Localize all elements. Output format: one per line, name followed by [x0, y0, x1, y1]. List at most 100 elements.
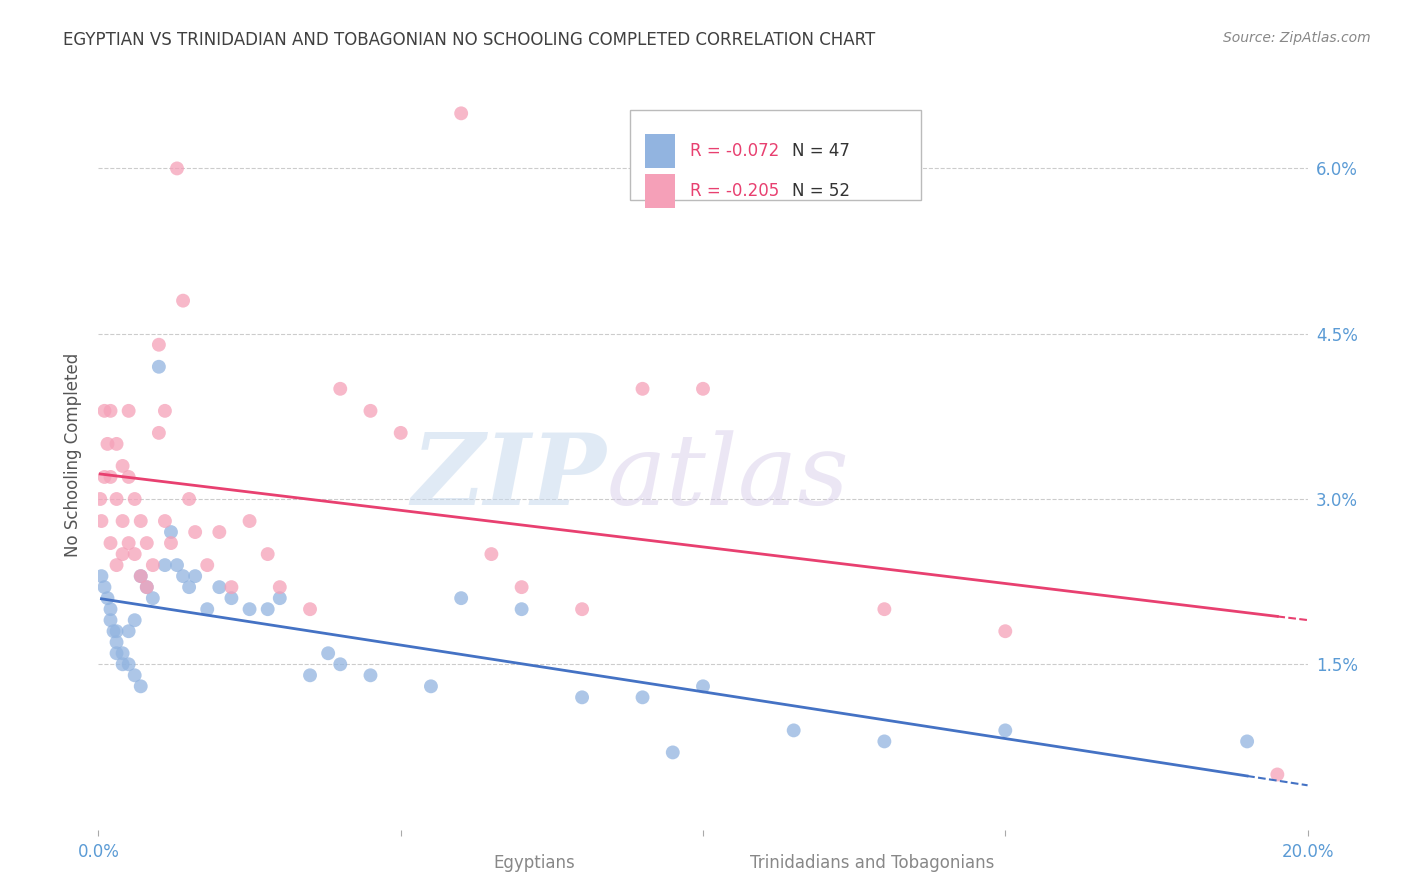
Point [329, 382, 352, 396]
Point [93, 580, 115, 594]
Point [420, 679, 443, 693]
Point [389, 425, 412, 440]
Point [481, 547, 503, 561]
Point [269, 580, 291, 594]
Point [135, 536, 157, 550]
Point [360, 404, 382, 418]
Point [153, 514, 176, 528]
Point [166, 558, 188, 573]
Text: atlas: atlas [606, 430, 849, 525]
Point [316, 646, 339, 660]
Point [172, 293, 194, 308]
Point [111, 657, 134, 672]
Point [100, 613, 122, 627]
Point [118, 470, 141, 484]
Point [93, 470, 115, 484]
Point [783, 723, 806, 738]
Point [631, 382, 654, 396]
Point [994, 723, 1017, 738]
Point [160, 536, 183, 550]
Point [89, 491, 111, 506]
Text: EGYPTIAN VS TRINIDADIAN AND TOBAGONIAN NO SCHOOLING COMPLETED CORRELATION CHART: EGYPTIAN VS TRINIDADIAN AND TOBAGONIAN N… [63, 31, 876, 49]
Point [256, 547, 278, 561]
Point [873, 602, 896, 616]
Point [329, 657, 352, 672]
Point [90, 569, 112, 583]
Point [994, 624, 1017, 639]
Point [172, 569, 194, 583]
Point [450, 106, 472, 120]
Point [129, 679, 152, 693]
Point [166, 161, 188, 176]
Point [571, 602, 593, 616]
Point [135, 580, 157, 594]
Point [105, 624, 128, 639]
Point [1267, 767, 1289, 781]
Point [195, 602, 218, 616]
Point [692, 382, 714, 396]
Point [129, 569, 152, 583]
Point [129, 514, 152, 528]
Point [105, 635, 128, 649]
Point [221, 591, 243, 606]
Point [105, 558, 128, 573]
Point [111, 514, 134, 528]
Point [160, 524, 183, 539]
Point [100, 404, 122, 418]
Point [360, 668, 382, 682]
Point [692, 679, 714, 693]
Point [510, 580, 533, 594]
Point [208, 580, 231, 594]
Point [148, 425, 170, 440]
Y-axis label: No Schooling Completed: No Schooling Completed [65, 353, 83, 557]
Point [118, 657, 141, 672]
Point [148, 359, 170, 374]
Text: Egyptians: Egyptians [494, 855, 575, 872]
Point [124, 668, 146, 682]
Point [179, 491, 201, 506]
Point [124, 547, 146, 561]
Text: ZIP: ZIP [412, 429, 606, 525]
Bar [645, 134, 675, 168]
Text: Source: ZipAtlas.com: Source: ZipAtlas.com [1223, 31, 1371, 45]
FancyBboxPatch shape [630, 111, 921, 200]
Text: R = -0.072: R = -0.072 [690, 142, 779, 160]
Point [450, 591, 472, 606]
Point [239, 602, 262, 616]
Point [631, 690, 654, 705]
Text: Trinidadians and Tobagonians: Trinidadians and Tobagonians [749, 855, 994, 872]
Point [129, 569, 152, 583]
Point [105, 437, 128, 451]
Point [1236, 734, 1258, 748]
Text: N = 47: N = 47 [793, 142, 851, 160]
Point [873, 734, 896, 748]
Point [90, 514, 112, 528]
Point [142, 558, 165, 573]
Point [661, 746, 683, 760]
Point [184, 524, 207, 539]
Point [153, 558, 176, 573]
Text: R = -0.205: R = -0.205 [690, 182, 779, 200]
Point [179, 580, 201, 594]
Point [124, 491, 146, 506]
Text: N = 52: N = 52 [793, 182, 851, 200]
Point [103, 624, 125, 639]
Point [118, 404, 141, 418]
Point [105, 646, 128, 660]
Point [100, 470, 122, 484]
Point [153, 404, 176, 418]
Point [96, 591, 118, 606]
Bar [645, 174, 675, 208]
Point [299, 602, 322, 616]
Point [135, 580, 157, 594]
Point [100, 536, 122, 550]
Point [93, 404, 115, 418]
Point [571, 690, 593, 705]
Point [118, 536, 141, 550]
Point [111, 547, 134, 561]
Point [239, 514, 262, 528]
Point [105, 491, 128, 506]
Point [148, 337, 170, 351]
Point [142, 591, 165, 606]
Point [221, 580, 243, 594]
